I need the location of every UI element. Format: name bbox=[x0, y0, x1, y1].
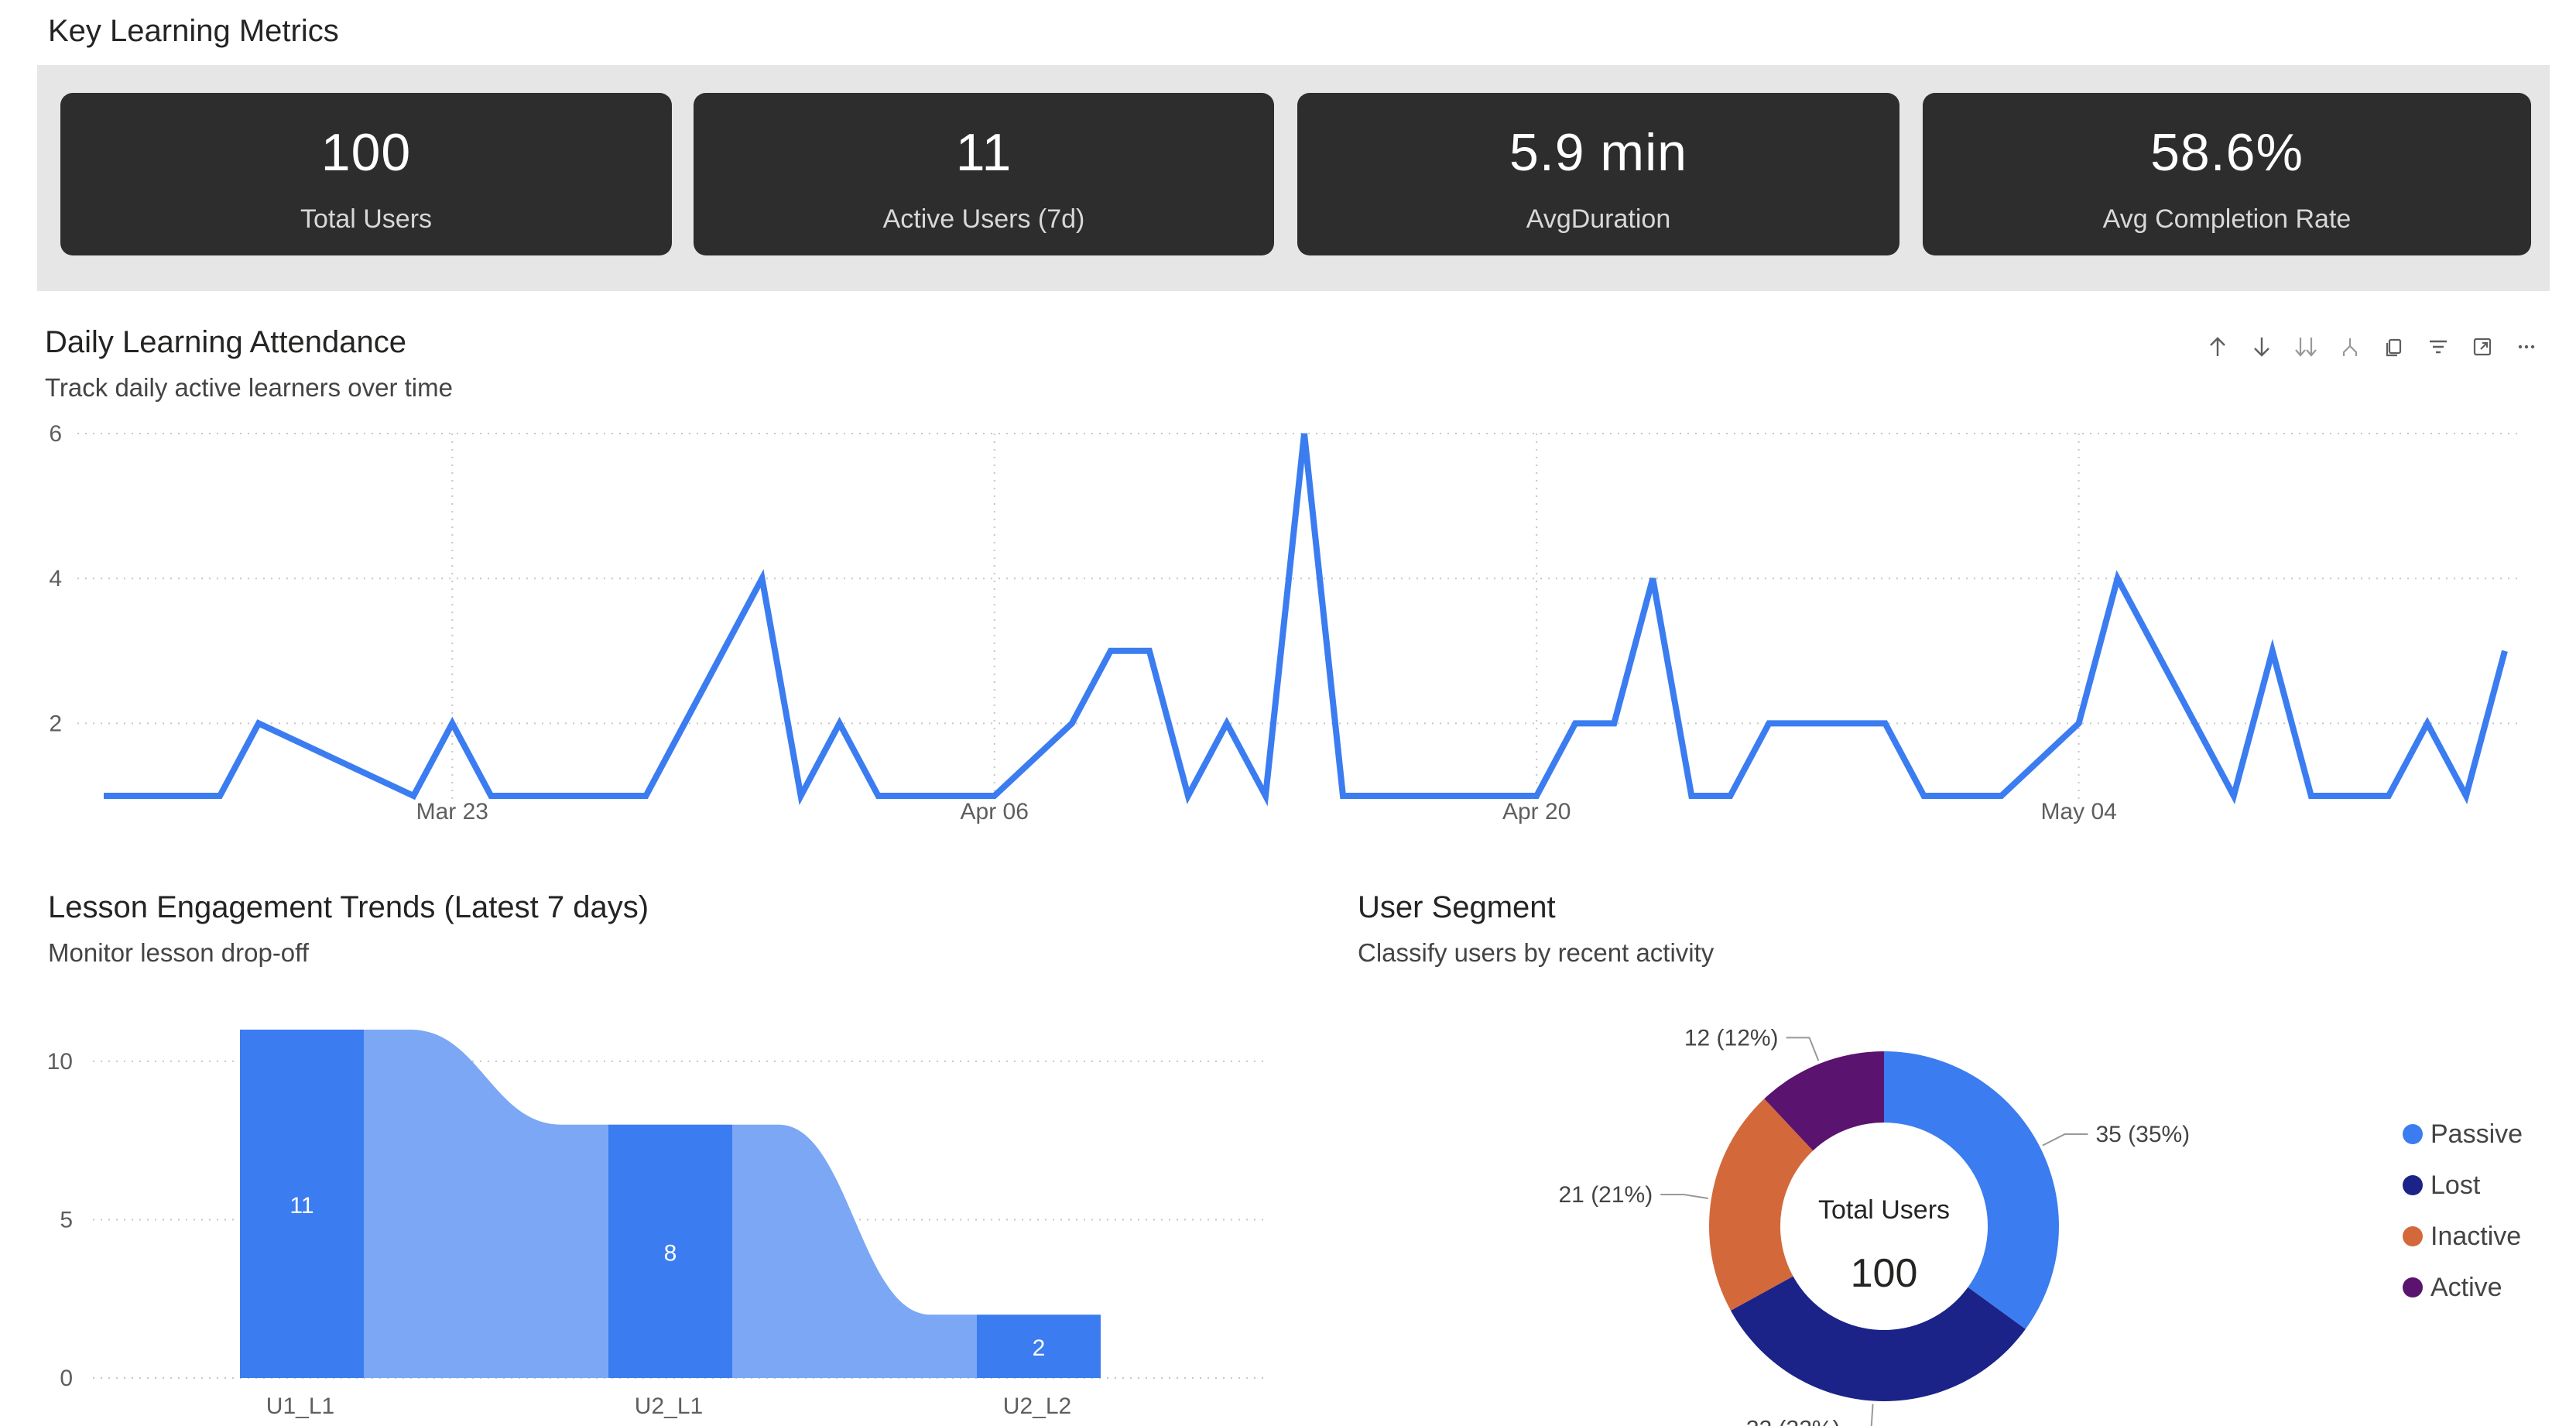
attendance-line-chart[interactable]: 2 4 6 Mar 23 Apr 06 Apr 20 May 04 bbox=[0, 410, 2576, 844]
y-tick-label: 0 bbox=[60, 1366, 73, 1391]
bar-u2-l1 bbox=[608, 1124, 732, 1378]
legend-label: Active bbox=[2430, 1272, 2502, 1302]
ribbon-band bbox=[732, 1124, 977, 1378]
arrow-up-icon[interactable] bbox=[2195, 331, 2239, 362]
kpi-label: Total Users bbox=[300, 204, 433, 234]
donut-center-label: Total Users bbox=[1818, 1195, 1950, 1225]
engagement-ribbon-chart[interactable]: 0 5 10 11 U1_L1 8 U2_L1 2 U2_L2 bbox=[0, 1006, 1300, 1426]
legend-label: Passive bbox=[2430, 1119, 2523, 1149]
legend-label: Inactive bbox=[2430, 1221, 2522, 1251]
x-tick-label: U1_L1 bbox=[266, 1393, 334, 1419]
slice-data-label: 32 (32%) bbox=[1746, 1416, 1841, 1426]
legend-dot bbox=[2403, 1226, 2423, 1246]
legend-label: Lost bbox=[2430, 1170, 2481, 1200]
x-tick-label: U2_L2 bbox=[1003, 1393, 1071, 1419]
kpi-value: 58.6% bbox=[2150, 123, 2304, 182]
attendance-title: Daily Learning Attendance bbox=[45, 325, 406, 359]
segment-legend: Passive Lost Inactive Active bbox=[2403, 1109, 2573, 1313]
bar-data-label: 8 bbox=[664, 1240, 677, 1266]
double-arrow-down-icon[interactable] bbox=[2283, 331, 2328, 362]
legend-dot bbox=[2403, 1124, 2423, 1144]
kpi-label: Active Users (7d) bbox=[882, 204, 1085, 234]
legend-dot bbox=[2403, 1175, 2423, 1195]
expand-hierarchy-icon[interactable] bbox=[2328, 331, 2372, 362]
kpi-card-avg-duration[interactable]: 5.9 min AvgDuration bbox=[1297, 93, 1899, 255]
page-title: Key Learning Metrics bbox=[48, 14, 339, 48]
x-tick-label: Apr 20 bbox=[1502, 799, 1571, 824]
slice-lost bbox=[1730, 1276, 2026, 1401]
engagement-subtitle: Monitor lesson drop-off bbox=[48, 938, 309, 967]
segment-title: User Segment bbox=[1358, 890, 1556, 924]
bar-data-label: 11 bbox=[289, 1193, 313, 1219]
kpi-value: 5.9 min bbox=[1509, 123, 1687, 182]
kpi-label: AvgDuration bbox=[1526, 204, 1671, 234]
y-tick-label: 6 bbox=[49, 421, 62, 447]
ribbon-band bbox=[364, 1030, 608, 1378]
segment-donut-chart[interactable]: 35 (35%) 32 (32%) 21 (21%) 12 (12%) Total Us… bbox=[1471, 999, 2245, 1426]
leader-line bbox=[1660, 1194, 1708, 1200]
copy-icon[interactable] bbox=[2372, 331, 2416, 362]
attendance-series-line bbox=[104, 433, 2508, 807]
kpi-card-total-users[interactable]: 100 Total Users bbox=[60, 93, 672, 255]
legend-dot bbox=[2403, 1277, 2423, 1297]
kpi-label: Avg Completion Rate bbox=[2102, 204, 2352, 234]
arrow-down-icon[interactable] bbox=[2239, 331, 2283, 362]
slice-passive bbox=[1884, 1051, 2059, 1329]
donut-center-value: 100 bbox=[1851, 1251, 1918, 1296]
slice-inactive bbox=[1709, 1099, 1814, 1311]
legend-item-active[interactable]: Active bbox=[2403, 1262, 2573, 1313]
x-tick-label: Mar 23 bbox=[416, 799, 488, 824]
kpi-value: 11 bbox=[955, 123, 1012, 182]
leader-line bbox=[2042, 1133, 2088, 1147]
y-tick-label: 4 bbox=[49, 566, 62, 591]
kpi-value: 100 bbox=[320, 123, 412, 182]
legend-item-inactive[interactable]: Inactive bbox=[2403, 1211, 2573, 1262]
legend-item-passive[interactable]: Passive bbox=[2403, 1109, 2573, 1160]
slice-data-label: 12 (12%) bbox=[1684, 1025, 1779, 1051]
slice-data-label: 21 (21%) bbox=[1558, 1182, 1653, 1208]
x-tick-label: U2_L1 bbox=[635, 1393, 703, 1419]
x-tick-label: Apr 06 bbox=[961, 799, 1029, 824]
slice-data-label: 35 (35%) bbox=[2095, 1122, 2190, 1147]
focus-mode-icon[interactable] bbox=[2460, 331, 2504, 362]
filter-icon[interactable] bbox=[2416, 331, 2460, 362]
y-tick-label: 2 bbox=[49, 711, 62, 736]
x-tick-label: May 04 bbox=[2040, 799, 2116, 824]
bar-u1-l1 bbox=[240, 1030, 364, 1378]
bar-data-label: 2 bbox=[1033, 1335, 1046, 1361]
attendance-subtitle: Track daily active learners over time bbox=[45, 373, 453, 402]
kpi-band: 100 Total Users 11 Active Users (7d) 5.9… bbox=[37, 65, 2550, 291]
kpi-card-active-users[interactable]: 11 Active Users (7d) bbox=[694, 93, 1274, 255]
segment-subtitle: Classify users by recent activity bbox=[1358, 938, 1714, 967]
y-tick-label: 10 bbox=[47, 1049, 73, 1075]
engagement-title: Lesson Engagement Trends (Latest 7 days) bbox=[48, 890, 649, 924]
kpi-card-completion-rate[interactable]: 58.6% Avg Completion Rate bbox=[1923, 93, 2531, 255]
legend-item-lost[interactable]: Lost bbox=[2403, 1160, 2573, 1211]
more-options-icon[interactable] bbox=[2504, 331, 2548, 362]
leader-line bbox=[1870, 1404, 1874, 1426]
leader-line bbox=[1786, 1037, 1820, 1061]
slice-active bbox=[1764, 1051, 1884, 1151]
y-tick-label: 5 bbox=[60, 1207, 73, 1232]
bar-u2-l2 bbox=[977, 1315, 1101, 1378]
visual-toolbar bbox=[2195, 331, 2551, 362]
